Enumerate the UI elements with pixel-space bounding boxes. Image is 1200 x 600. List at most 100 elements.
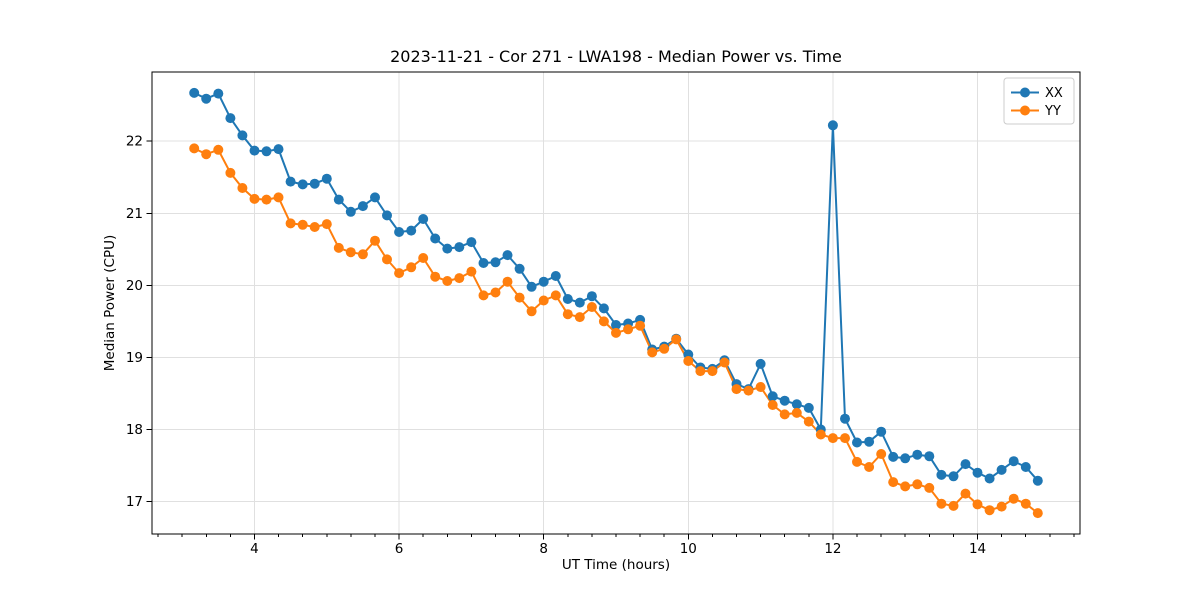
data-point-XX (309, 178, 320, 189)
data-point-XX (189, 87, 200, 98)
data-point-YY (803, 416, 814, 427)
data-point-XX (791, 399, 802, 410)
data-point-XX (948, 471, 959, 482)
data-point-XX (598, 303, 609, 314)
data-point-YY (815, 429, 826, 440)
data-point-YY (454, 273, 465, 284)
data-point-YY (743, 385, 754, 396)
data-point-YY (840, 433, 850, 444)
data-point-XX (394, 227, 405, 237)
data-point-YY (936, 498, 947, 509)
data-point-XX (370, 192, 380, 203)
data-point-YY (285, 218, 296, 229)
y-tick-label: 22 (126, 134, 143, 150)
data-point-YY (598, 316, 609, 327)
data-point-XX (562, 294, 573, 304)
data-point-YY (526, 306, 537, 317)
data-point-XX (514, 263, 525, 274)
x-tick-label: 12 (824, 541, 841, 557)
data-point-YY (370, 235, 380, 246)
data-point-XX (454, 242, 465, 253)
data-point-YY (984, 505, 995, 516)
data-point-YY (357, 249, 368, 260)
data-point-YY (321, 219, 332, 230)
x-tick-label: 8 (539, 541, 548, 557)
data-point-YY (538, 295, 549, 306)
data-point-XX (972, 467, 983, 478)
y-tick-label: 20 (126, 278, 143, 294)
legend-box (1003, 77, 1075, 125)
data-point-YY (960, 488, 971, 499)
legend-label-YY: YY (1044, 104, 1061, 119)
data-point-YY (948, 500, 959, 511)
data-point-YY (767, 400, 778, 410)
data-point-YY (345, 247, 356, 258)
data-point-YY (912, 479, 923, 490)
data-point-XX (357, 201, 368, 212)
data-point-YY (755, 382, 766, 392)
data-point-XX (852, 437, 862, 448)
chart-title: 2023-11-21 - Cor 271 - LWA198 - Median P… (390, 47, 842, 66)
legend-label-XX: XX (1045, 86, 1063, 101)
data-point-YY (237, 183, 248, 193)
data-point-XX (611, 320, 621, 330)
data-point-XX (840, 413, 850, 424)
data-point-XX (960, 459, 971, 470)
data-point-YY (213, 144, 224, 155)
data-point-XX (321, 173, 332, 184)
data-point-YY (273, 192, 284, 203)
legend-marker-YY (1020, 105, 1030, 116)
data-point-XX (1008, 456, 1019, 467)
data-point-XX (333, 194, 344, 205)
data-point-YY (261, 194, 272, 205)
data-point-XX (996, 464, 1007, 475)
data-point-YY (550, 290, 561, 301)
data-point-XX (442, 243, 453, 254)
data-point-YY (671, 334, 682, 345)
data-point-XX (478, 258, 489, 268)
data-point-XX (876, 426, 887, 437)
data-point-XX (755, 358, 766, 369)
x-tick-label: 4 (250, 541, 259, 557)
data-point-YY (623, 324, 634, 335)
data-point-XX (345, 206, 356, 217)
data-point-XX (466, 237, 477, 248)
data-point-YY (695, 366, 706, 377)
data-point-YY (611, 327, 621, 338)
data-point-YY (394, 268, 405, 279)
data-point-YY (972, 499, 983, 510)
y-axis-label: Median Power (CPU) (102, 234, 118, 372)
data-point-YY (779, 409, 790, 420)
data-point-YY (864, 462, 875, 472)
data-point-XX (406, 225, 417, 236)
data-point-YY (659, 343, 670, 354)
data-point-XX (779, 395, 790, 406)
y-tick-label: 18 (126, 422, 143, 438)
data-point-XX (490, 257, 501, 268)
data-point-XX (1020, 462, 1031, 472)
data-point-XX (936, 469, 947, 480)
legend-marker-XX (1020, 87, 1030, 98)
y-tick-label: 17 (126, 494, 143, 510)
data-point-XX (430, 233, 441, 244)
data-point-YY (382, 254, 392, 265)
data-point-YY (731, 384, 742, 395)
data-point-XX (864, 436, 875, 447)
data-point-YY (924, 482, 935, 493)
data-point-YY (249, 193, 260, 204)
data-point-YY (406, 262, 417, 273)
data-point-YY (1032, 508, 1043, 519)
data-point-XX (574, 297, 585, 308)
data-point-XX (900, 453, 911, 464)
data-point-XX (924, 451, 935, 462)
data-point-XX (888, 451, 899, 462)
data-point-YY (852, 456, 862, 467)
data-point-YY (225, 167, 236, 178)
data-point-YY (442, 276, 453, 286)
data-point-YY (876, 449, 887, 459)
data-point-YY (466, 266, 477, 277)
y-tick-label: 21 (126, 206, 143, 222)
data-point-XX (249, 145, 260, 156)
